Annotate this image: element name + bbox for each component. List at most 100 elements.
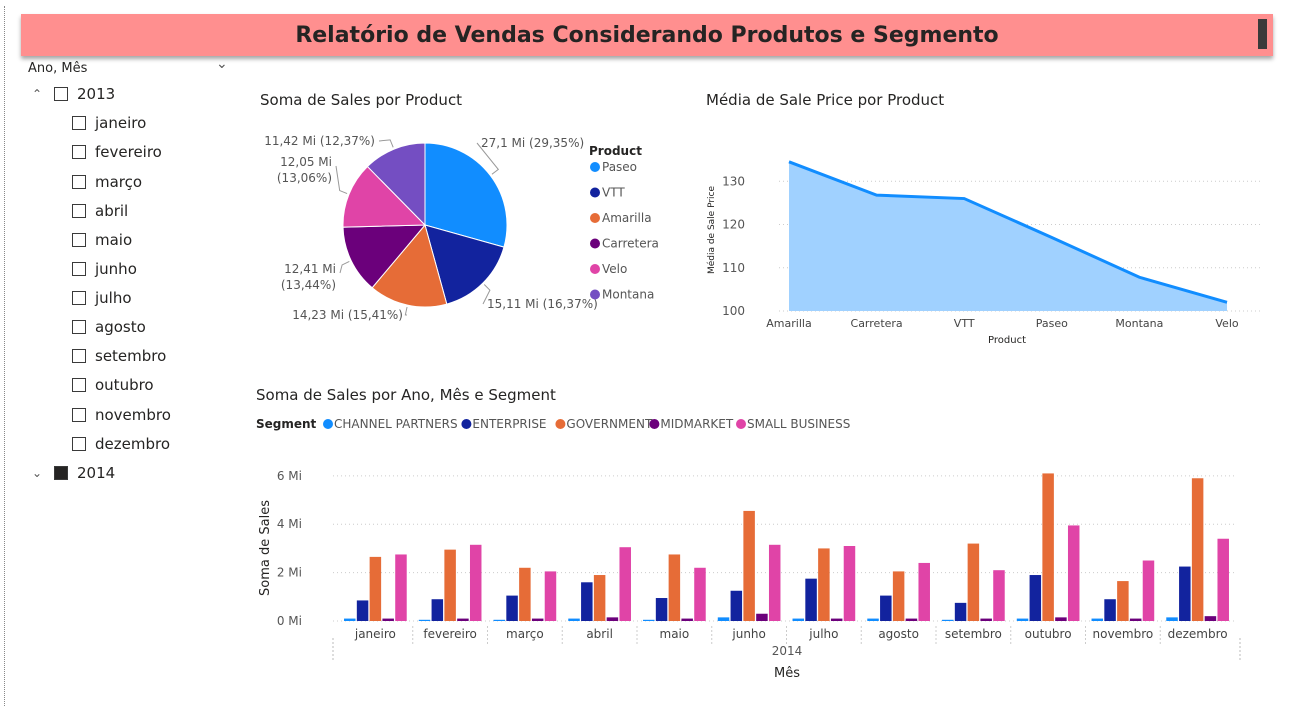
bar-abril-midmarket[interactable] (606, 617, 619, 621)
bar-novembro-government[interactable] (1117, 581, 1129, 621)
bar-maio-enterprise[interactable] (655, 598, 668, 621)
bar-setembro-channel-partners[interactable] (942, 619, 954, 621)
bar-junho-government[interactable] (743, 510, 755, 621)
pie-legend-item-vtt[interactable]: VTT (590, 186, 625, 200)
bar-fevereiro-midmarket[interactable] (457, 618, 469, 621)
chevron-up-icon[interactable]: ⌃ (31, 87, 43, 101)
checkbox[interactable] (72, 378, 86, 392)
slicer-month-junho[interactable]: junho (72, 258, 137, 280)
checkbox[interactable] (72, 437, 86, 451)
bar-novembro-enterprise[interactable] (1104, 599, 1116, 621)
bar-julho-small-business[interactable] (843, 546, 856, 621)
bar-julho-channel-partners[interactable] (792, 618, 805, 621)
slicer-month-agosto[interactable]: agosto (72, 316, 146, 338)
pie-legend-item-carretera[interactable]: Carretera (590, 237, 659, 251)
bar-dezembro-midmarket[interactable] (1204, 616, 1217, 621)
checkbox[interactable] (72, 349, 86, 363)
checkbox[interactable] (72, 116, 86, 130)
checkbox[interactable] (72, 175, 86, 189)
bar-junho-midmarket[interactable] (756, 613, 768, 621)
bar-abril-enterprise[interactable] (581, 582, 593, 621)
checkbox[interactable] (72, 145, 86, 159)
bar-legend-item[interactable]: SMALL BUSINESS (736, 417, 850, 431)
checkbox[interactable] (54, 87, 68, 101)
bar-setembro-midmarket[interactable] (980, 618, 992, 621)
bar-legend-item[interactable]: MIDMARKET (649, 417, 734, 431)
bar-abril-government[interactable] (593, 575, 606, 621)
pie-legend-item-velo[interactable]: Velo (590, 262, 627, 276)
bar-setembro-small-business[interactable] (993, 570, 1005, 621)
bar-julho-government[interactable] (818, 548, 830, 621)
pie-slice-montana[interactable] (366, 142, 426, 227)
slicer-year-2014[interactable]: ⌄ 2014 (30, 462, 115, 484)
bar-outubro-government[interactable] (1042, 473, 1054, 621)
bar-abril-channel-partners[interactable] (568, 618, 580, 621)
checkbox-checked[interactable] (54, 466, 68, 480)
bar-legend-item[interactable]: CHANNEL PARTNERS (323, 417, 458, 431)
slicer-month-dezembro[interactable]: dezembro (72, 433, 170, 455)
bar-março-government[interactable] (519, 567, 531, 621)
pie-slice-paseo[interactable] (424, 142, 508, 248)
bar-março-enterprise[interactable] (506, 595, 518, 621)
slicer-month-outubro[interactable]: outubro (72, 374, 154, 396)
bar-outubro-midmarket[interactable] (1055, 617, 1067, 621)
bar-abril-small-business[interactable] (619, 547, 631, 621)
bar-dezembro-channel-partners[interactable] (1166, 617, 1178, 621)
bar-junho-enterprise[interactable] (730, 590, 743, 621)
bar-dezembro-small-business[interactable] (1217, 538, 1229, 621)
bar-outubro-enterprise[interactable] (1029, 575, 1042, 621)
checkbox[interactable] (72, 291, 86, 305)
bar-março-channel-partners[interactable] (493, 619, 506, 621)
chevron-down-icon[interactable]: ⌄ (216, 56, 228, 72)
checkbox[interactable] (72, 320, 86, 334)
slicer-month-maio[interactable]: maio (72, 229, 132, 251)
bar-fevereiro-enterprise[interactable] (431, 599, 444, 621)
pie-slice-vtt[interactable] (424, 224, 505, 305)
slicer-year-2013[interactable]: ⌃ 2013 (30, 83, 115, 105)
bar-maio-small-business[interactable] (694, 567, 706, 621)
bar-maio-midmarket[interactable] (681, 618, 693, 621)
checkbox[interactable] (72, 262, 86, 276)
bar-legend-item[interactable]: GOVERNMENT (555, 417, 653, 431)
bar-agosto-enterprise[interactable] (880, 595, 892, 621)
slicer-month-julho[interactable]: julho (72, 287, 132, 309)
checkbox[interactable] (72, 204, 86, 218)
slicer-month-fevereiro[interactable]: fevereiro (72, 141, 162, 163)
bar-junho-small-business[interactable] (768, 544, 781, 621)
bar-março-small-business[interactable] (544, 571, 557, 621)
slicer-month-abril[interactable]: abril (72, 200, 128, 222)
bar-setembro-enterprise[interactable] (954, 602, 967, 621)
bar-fevereiro-small-business[interactable] (469, 544, 482, 621)
bar-julho-midmarket[interactable] (830, 618, 843, 621)
bar-maio-channel-partners[interactable] (643, 619, 655, 621)
bar-fevereiro-government[interactable] (444, 549, 456, 621)
bar-agosto-midmarket[interactable] (905, 618, 918, 621)
bar-janeiro-channel-partners[interactable] (344, 618, 356, 621)
pie-slice-velo[interactable] (342, 165, 427, 228)
pie-slice-amarilla[interactable] (371, 223, 448, 308)
bar-junho-channel-partners[interactable] (717, 617, 730, 621)
bar-janeiro-small-business[interactable] (395, 554, 407, 621)
checkbox[interactable] (72, 408, 86, 422)
bar-janeiro-government[interactable] (369, 556, 382, 621)
chevron-down-icon[interactable]: ⌄ (31, 466, 43, 480)
slicer-month-novembro[interactable]: novembro (72, 404, 171, 426)
slicer-month-setembro[interactable]: setembro (72, 345, 166, 367)
bar-agosto-channel-partners[interactable] (867, 618, 879, 621)
checkbox[interactable] (72, 233, 86, 247)
pie-legend-item-amarilla[interactable]: Amarilla (590, 211, 652, 225)
pie-slice-carretera[interactable] (342, 224, 427, 289)
bar-julho-enterprise[interactable] (805, 578, 817, 621)
bar-novembro-small-business[interactable] (1142, 560, 1155, 621)
bar-outubro-small-business[interactable] (1067, 525, 1080, 621)
pie-legend-item-montana[interactable]: Montana (590, 288, 654, 302)
bar-maio-government[interactable] (668, 554, 681, 621)
bar-setembro-government[interactable] (967, 543, 980, 621)
bar-agosto-government[interactable] (892, 571, 905, 621)
bar-janeiro-enterprise[interactable] (356, 600, 369, 621)
bar-março-midmarket[interactable] (531, 618, 544, 621)
slicer-month-janeiro[interactable]: janeiro (72, 112, 146, 134)
bar-dezembro-government[interactable] (1191, 478, 1204, 621)
bar-janeiro-midmarket[interactable] (382, 618, 394, 621)
bar-fevereiro-channel-partners[interactable] (418, 619, 431, 621)
